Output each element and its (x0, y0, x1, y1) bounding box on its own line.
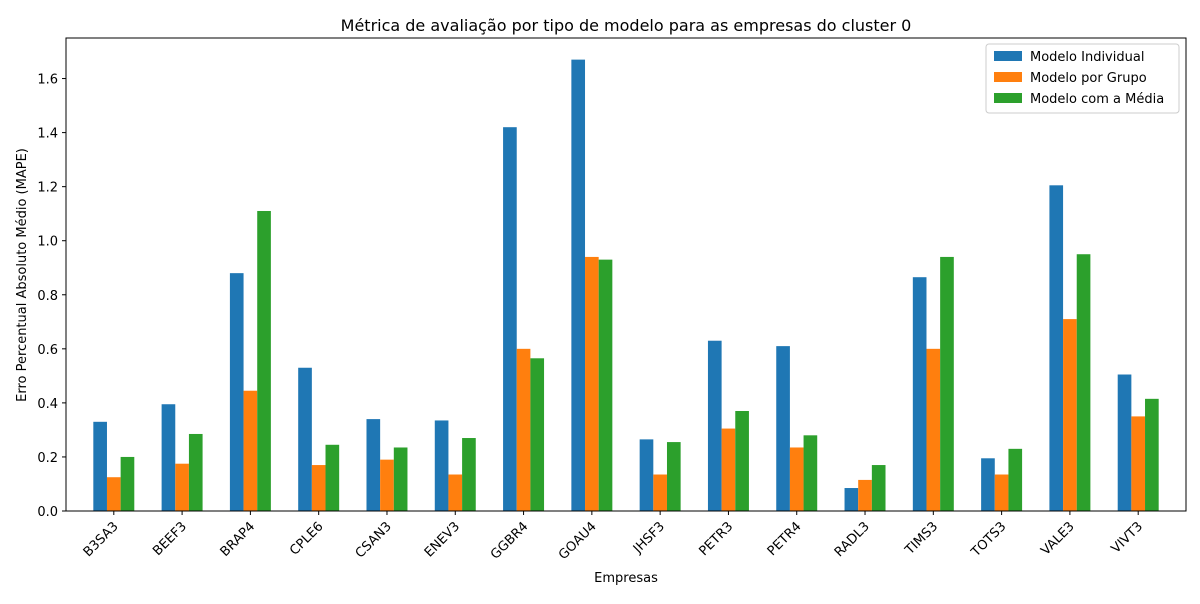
bar-ggbr4-series-2 (516, 348, 531, 511)
chart-title: Métrica de avaliação por tipo de modelo … (341, 16, 912, 35)
legend-swatch-3 (994, 93, 1022, 103)
bar-tims3-series-1 (912, 277, 927, 511)
legend-swatch-2 (994, 72, 1022, 82)
bar-brap4-series-1 (229, 273, 244, 511)
bar-cple6-series-2 (311, 465, 326, 511)
bar-enev3-series-2 (448, 474, 463, 511)
bar-radl3-series-1 (844, 488, 859, 511)
x-tick-label: CPLE6 (287, 519, 326, 558)
bars-layer (93, 59, 1159, 512)
bar-brap4-series-2 (243, 390, 258, 511)
y-axis-label: Erro Percentual Absoluto Médio (MAPE) (15, 148, 30, 402)
bar-brap4-series-3 (257, 210, 271, 512)
legend-label-3: Modelo com a Média (1030, 92, 1164, 107)
bar-goau4-series-1 (571, 59, 586, 511)
x-tick-label: PETR4 (765, 519, 805, 559)
x-tick-label: BRAP4 (218, 519, 259, 560)
bar-goau4-series-3 (598, 259, 613, 511)
bar-petr4-series-3 (803, 435, 818, 511)
x-tick-label: VALE3 (1038, 519, 1077, 558)
x-axis-label: Empresas (594, 571, 658, 586)
bar-petr4-series-1 (776, 346, 790, 511)
bar-ggbr4-series-3 (530, 358, 545, 511)
bar-jhsf3-series-3 (666, 442, 681, 511)
bar-vale3-series-1 (1049, 185, 1064, 511)
bar-cple6-series-3 (325, 444, 340, 511)
bar-tots3-series-1 (981, 458, 995, 511)
bar-goau4-series-2 (585, 256, 599, 511)
bar-petr3-series-3 (735, 410, 749, 511)
x-tick-label: TIMS3 (902, 519, 941, 558)
bar-vivt3-series-2 (1131, 416, 1146, 511)
bar-csan3-series-3 (393, 447, 408, 511)
plot-frame (65, 37, 1187, 512)
x-tick-label: VIVT3 (1109, 519, 1146, 556)
bar-enev3-series-3 (462, 438, 476, 511)
bar-jhsf3-series-1 (639, 439, 654, 511)
bar-ggbr4-series-1 (503, 127, 517, 512)
bar-petr3-series-2 (721, 428, 736, 511)
x-tick-label: GOAU4 (556, 519, 600, 563)
legend-box (985, 43, 1180, 114)
bar-b3sa3-series-2 (106, 477, 121, 511)
y-tick-label: 0.2 (37, 451, 58, 466)
y-tick-label: 0.0 (37, 505, 58, 520)
bar-b3sa3-series-1 (93, 421, 107, 511)
bar-csan3-series-2 (380, 459, 394, 511)
legend-label-2: Modelo por Grupo (1030, 71, 1147, 86)
y-tick-label: 0.4 (37, 397, 58, 412)
bar-beef3-series-3 (188, 433, 203, 511)
x-tick-label: JHSF3 (630, 519, 668, 557)
bar-vivt3-series-1 (1117, 374, 1132, 511)
x-tick-label: B3SA3 (81, 519, 122, 560)
bar-tims3-series-2 (926, 348, 941, 511)
y-tick-label: 0.6 (37, 343, 58, 358)
x-tick-label: ENEV3 (422, 519, 463, 560)
bar-petr4-series-2 (789, 447, 804, 511)
bar-b3sa3-series-3 (120, 456, 135, 511)
x-tick-label: GGBR4 (488, 519, 531, 562)
y-tick-label: 1.0 (37, 235, 58, 250)
bar-vale3-series-3 (1076, 254, 1091, 511)
bar-enev3-series-1 (434, 420, 449, 511)
x-tick-label: RADL3 (832, 519, 873, 560)
y-tick-label: 1.4 (37, 127, 58, 142)
bar-tots3-series-3 (1008, 448, 1023, 511)
bar-petr3-series-1 (707, 340, 722, 511)
y-tick-label: 1.2 (37, 181, 58, 196)
bar-vivt3-series-3 (1145, 398, 1159, 511)
bar-csan3-series-1 (366, 419, 381, 511)
bar-tims3-series-3 (940, 256, 954, 511)
y-tick-label: 0.8 (37, 289, 58, 304)
legend-label-1: Modelo Individual (1030, 50, 1144, 65)
bar-jhsf3-series-2 (653, 474, 667, 511)
bar-cple6-series-1 (298, 367, 312, 511)
x-tick-label: BEEF3 (150, 519, 190, 559)
bar-vale3-series-2 (1063, 319, 1077, 511)
bar-radl3-series-2 (858, 479, 872, 511)
legend: Modelo Individual Modelo por Grupo Modelo … (985, 43, 1180, 114)
bar-tots3-series-2 (994, 474, 1009, 511)
legend-swatch-1 (994, 51, 1022, 61)
y-tick-label: 1.6 (37, 73, 58, 88)
x-tick-label: PETR3 (696, 519, 736, 559)
bar-beef3-series-1 (161, 404, 176, 511)
x-tick-label: TOTS3 (968, 519, 1009, 560)
x-tick-label: CSAN3 (353, 519, 395, 561)
bar-beef3-series-2 (175, 463, 189, 511)
bar-radl3-series-3 (871, 465, 886, 511)
